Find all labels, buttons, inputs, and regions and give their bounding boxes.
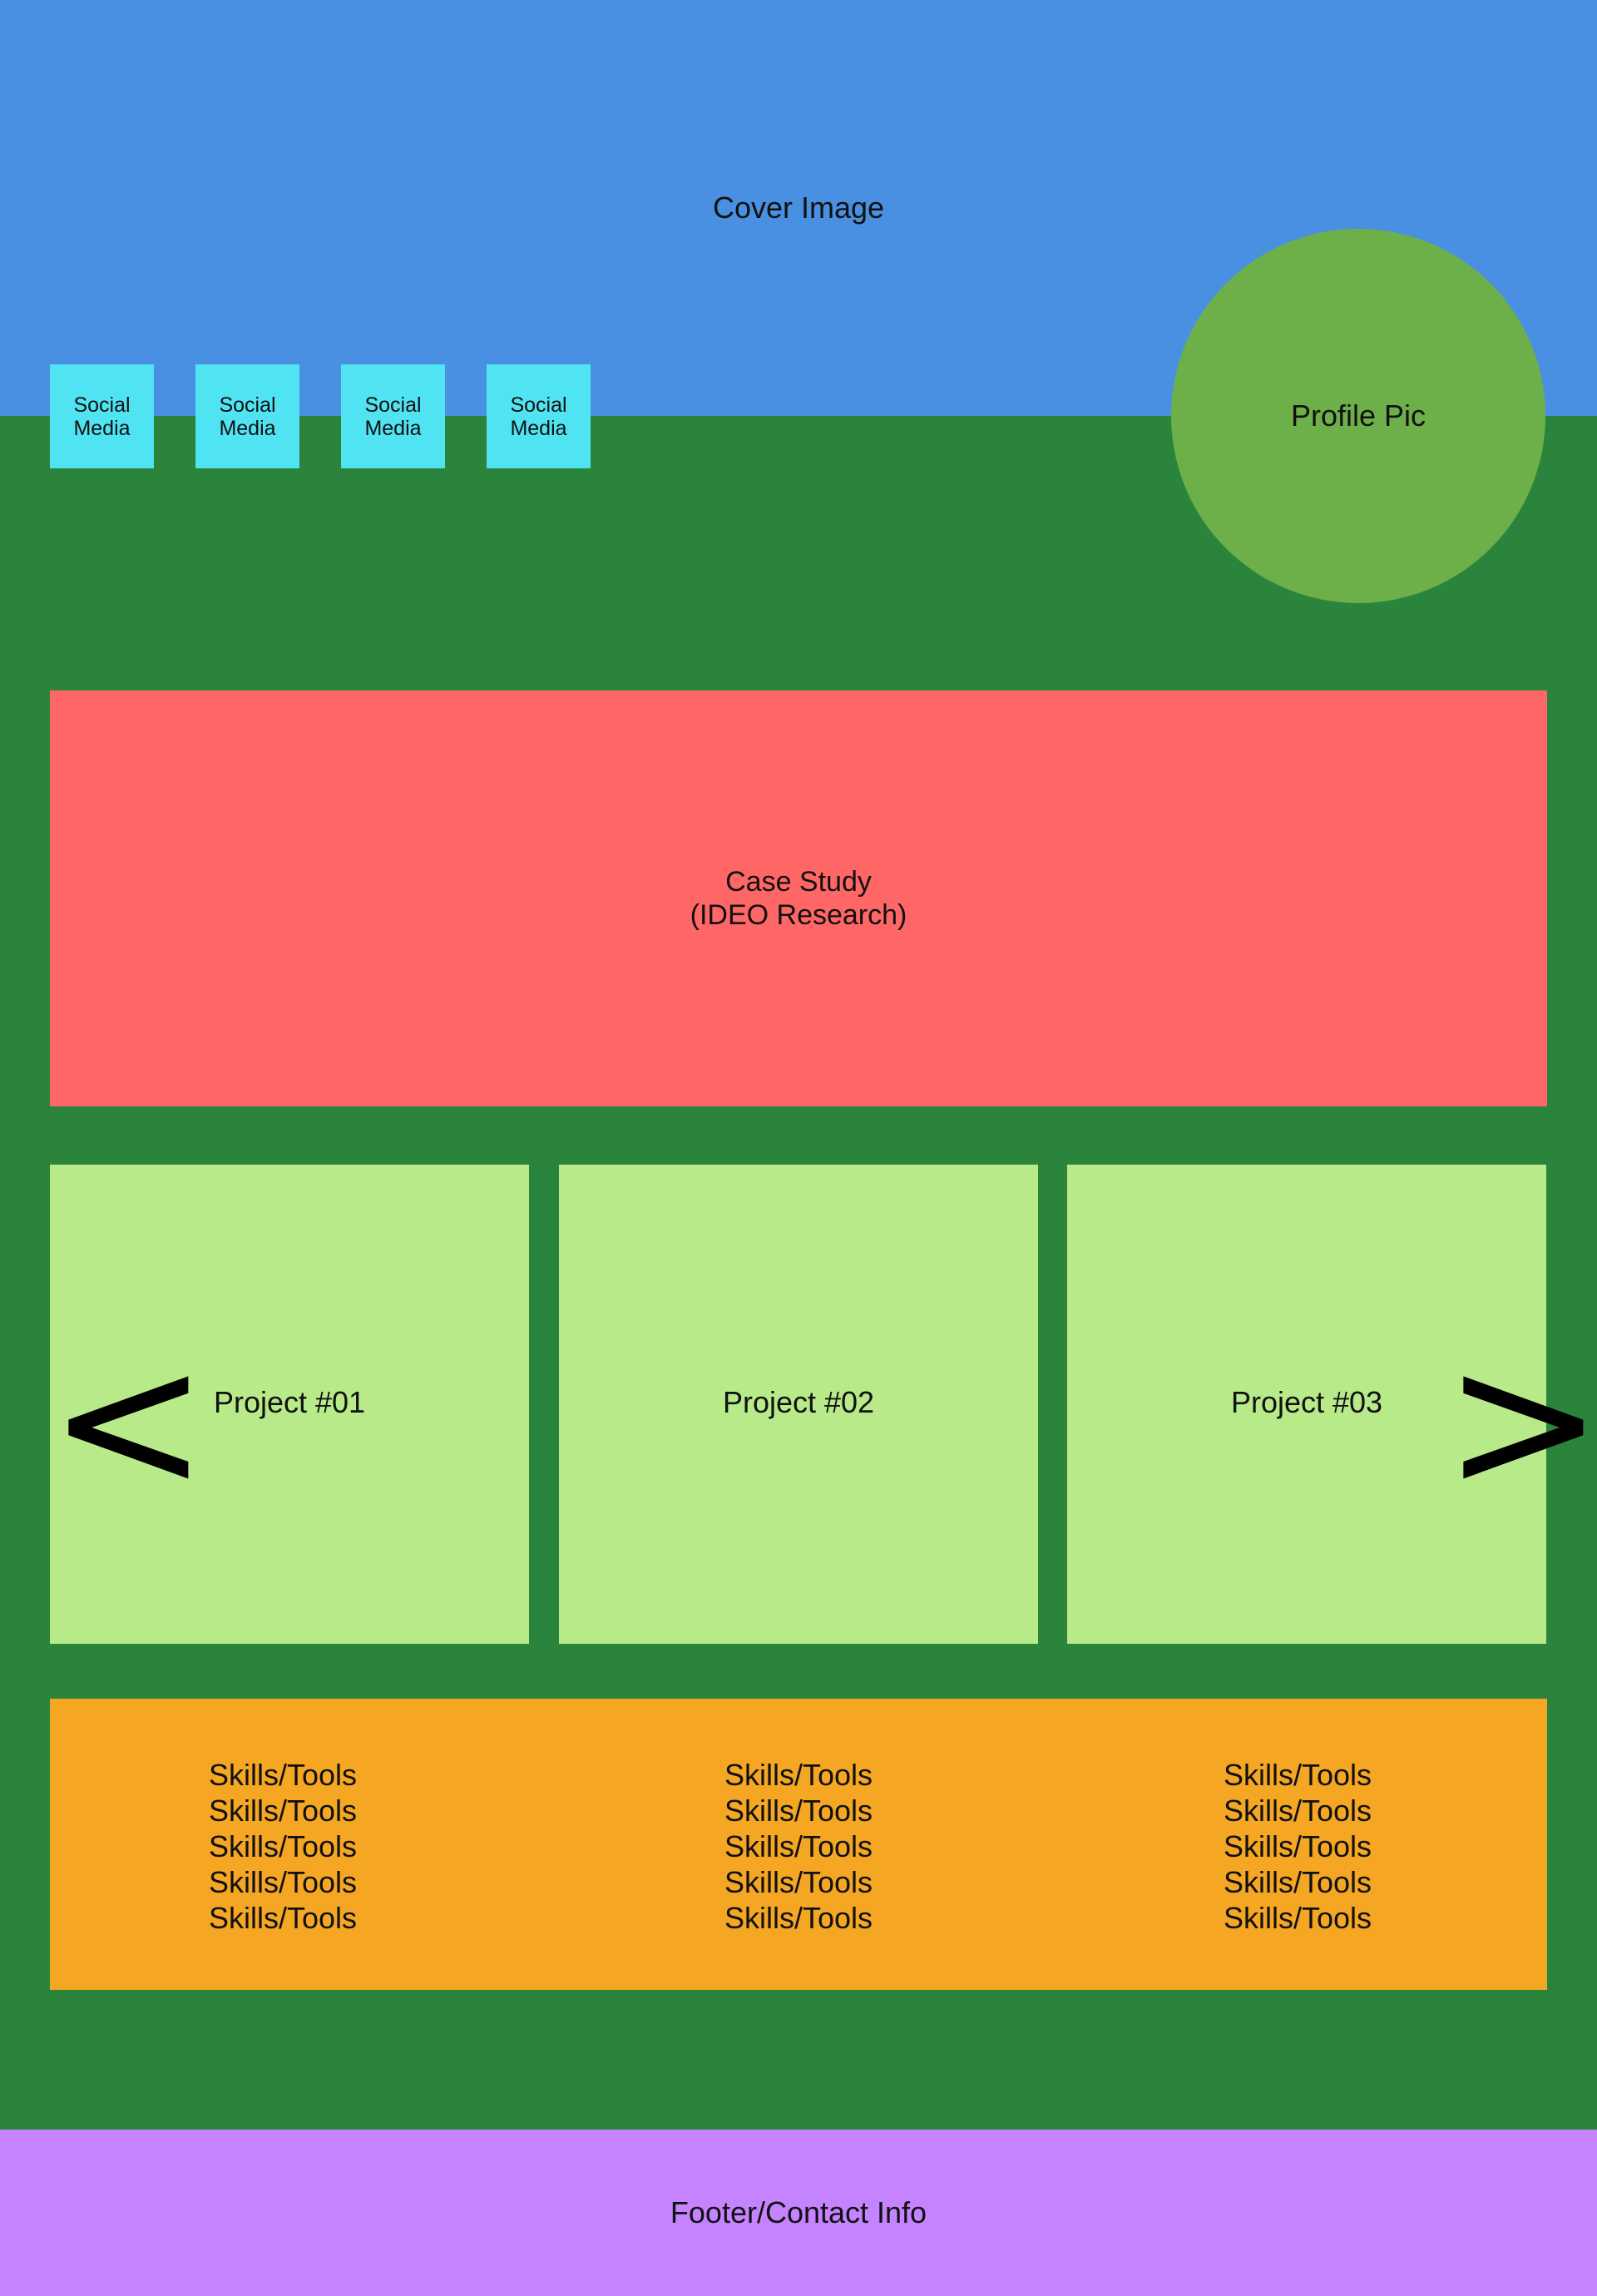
skills-item: Skills/Tools [1223, 1829, 1372, 1863]
skills-item: Skills/Tools [208, 1794, 358, 1828]
skills-item: Skills/Tools [208, 1901, 358, 1935]
project-card-label: Project #02 [722, 1385, 875, 1419]
social-media-label-line1: Social [510, 393, 567, 417]
skills-item: Skills/Tools [724, 1901, 873, 1935]
skills-item: Skills/Tools [724, 1865, 873, 1899]
project-card-3[interactable]: Project #03 [1067, 1165, 1546, 1644]
case-study-subtitle: (IDEO Research) [690, 899, 907, 931]
footer-contact-info[interactable]: Footer/Contact Info [670, 2195, 927, 2229]
footer: Footer/Contact Info [0, 2130, 1597, 2296]
skills-item: Skills/Tools [208, 1758, 358, 1792]
cover-image-label: Cover Image [712, 191, 885, 225]
social-media-label-line2: Media [510, 416, 567, 440]
carousel-next-icon[interactable]: > [1443, 1311, 1597, 1533]
skills-item: Skills/Tools [1223, 1865, 1372, 1899]
skills-item: Skills/Tools [208, 1865, 358, 1899]
skills-tools-section: Skills/Tools Skills/Tools Skills/Tools S… [50, 1699, 1547, 1990]
social-media-link-2[interactable]: Social Media [195, 364, 299, 468]
skills-item: Skills/Tools [724, 1794, 873, 1828]
social-media-label-line2: Media [73, 416, 131, 440]
social-media-label-line1: Social [219, 393, 276, 417]
social-media-link-1[interactable]: Social Media [50, 364, 154, 468]
skills-column-3: Skills/Tools Skills/Tools Skills/Tools S… [1148, 1757, 1447, 1936]
social-media-label-line1: Social [73, 393, 131, 417]
skills-column-2: Skills/Tools Skills/Tools Skills/Tools S… [649, 1757, 948, 1936]
skills-column-1: Skills/Tools Skills/Tools Skills/Tools S… [133, 1757, 433, 1936]
project-card-2[interactable]: Project #02 [559, 1165, 1038, 1644]
skills-item: Skills/Tools [1223, 1794, 1372, 1828]
social-media-link-4[interactable]: Social Media [487, 364, 591, 468]
social-media-label-line2: Media [219, 416, 276, 440]
skills-item: Skills/Tools [724, 1758, 873, 1792]
skills-item: Skills/Tools [1223, 1901, 1372, 1935]
social-media-label-line2: Media [364, 416, 422, 440]
case-study-title: Case Study [725, 866, 872, 898]
social-media-label-line1: Social [364, 393, 422, 417]
social-media-link-3[interactable]: Social Media [341, 364, 445, 468]
project-card-1[interactable]: Project #01 [50, 1165, 529, 1644]
skills-item: Skills/Tools [1223, 1758, 1372, 1792]
project-card-label: Project #03 [1230, 1385, 1383, 1419]
skills-item: Skills/Tools [724, 1829, 873, 1863]
profile-pic-label: Profile Pic [1290, 398, 1426, 433]
project-card-label: Project #01 [213, 1385, 366, 1419]
case-study-card[interactable]: Case Study (IDEO Research) [50, 690, 1547, 1106]
profile-pic: Profile Pic [1171, 229, 1545, 603]
skills-item: Skills/Tools [208, 1829, 358, 1863]
carousel-prev-icon[interactable]: < [48, 1311, 209, 1533]
